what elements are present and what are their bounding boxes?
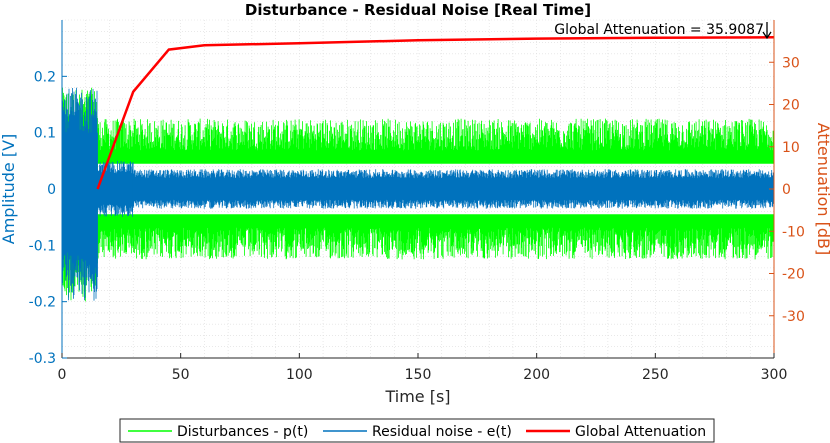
noise-segment [97,160,134,217]
y-right-tick-label: -10 [782,224,805,240]
x-tick-label: 300 [761,367,788,383]
y-left-tick-label: -0.3 [29,351,56,367]
x-axis-label: Time [s] [384,387,450,406]
y-axis-right-label: Attenuation [dB] [814,123,830,256]
x-tick-label: 200 [523,367,550,383]
y-right-tick-label: 30 [782,55,800,71]
y-right-tick-label: -20 [782,267,805,283]
x-tick-label: 100 [286,367,313,383]
chart-title: Disturbance - Residual Noise [Real Time] [245,1,591,19]
noise-segment [132,169,774,209]
x-tick-label: 150 [405,367,432,383]
y-left-tick-label: 0 [47,182,56,198]
y-right-tick-label: -30 [782,309,805,325]
attenuation-annotation: Global Attenuation = 35.9087 [554,22,764,38]
legend-label-residual-noise: Residual noise - e(t) [372,424,512,440]
y-left-tick-label: 0.1 [34,126,56,142]
x-tick-label: 250 [642,367,669,383]
annotation-arrow-icon [762,22,772,40]
y-right-tick-label: 0 [782,182,791,198]
noise-segment [62,87,98,301]
x-tick-label: 50 [172,367,190,383]
residual-noise-series [62,87,774,301]
y-left-tick-label: -0.2 [29,295,56,311]
legend-box [119,418,715,443]
y-right-tick-label: 10 [782,140,800,156]
y-left-tick-label: 0.2 [34,69,56,85]
legend-label-global-attenuation: Global Attenuation [575,424,706,440]
y-right-tick-label: 20 [782,98,800,114]
y-axis-left-label: Amplitude [V] [0,134,18,245]
x-tick-label: 0 [58,367,67,383]
y-left-tick-label: -0.1 [29,238,56,254]
global-attenuation-line [96,36,775,190]
legend: Disturbances - p(t) Residual noise - e(t… [119,418,715,443]
axis-ticks: 0 50 100 150 200 250 300-0.3-0.2-0.100.10.2-30… [29,55,805,383]
legend-label-disturbances: Disturbances - p(t) [177,424,308,440]
